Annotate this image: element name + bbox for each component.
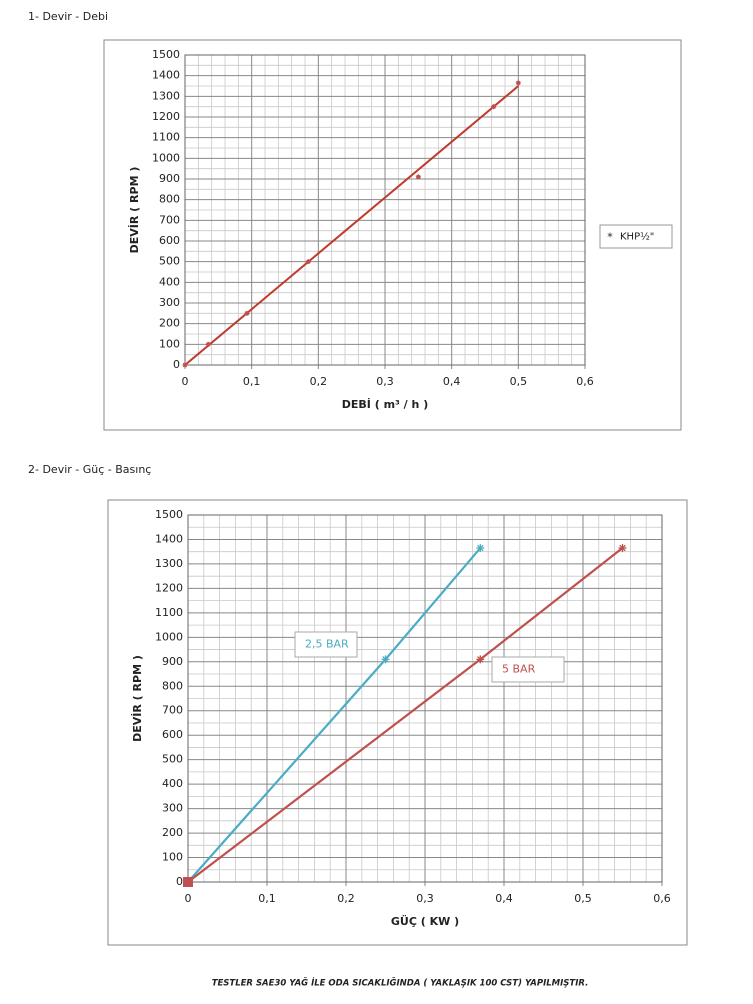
y-tick-label: 900: [162, 655, 183, 668]
point: [491, 104, 497, 110]
point: [205, 341, 211, 347]
y-tick-label: 100: [159, 337, 180, 350]
legend-box: [599, 224, 673, 249]
x-tick-label: 0,1: [258, 892, 276, 905]
x-axis-title: GÜÇ ( KW ): [391, 914, 459, 928]
point: [515, 80, 521, 86]
x-tick-label: 0,2: [310, 375, 328, 388]
y-tick-label: 300: [162, 802, 183, 815]
point: [381, 655, 390, 664]
x-tick-label: 0,3: [376, 375, 394, 388]
footer-note: TESTLER SAE30 YAĞ İLE ODA SICAKLIĞINDA (…: [212, 977, 589, 989]
y-tick-label: 800: [162, 679, 183, 692]
section-heading: 1- Devir - Debi: [28, 10, 108, 23]
point: [182, 362, 188, 368]
series-label-box: [294, 631, 358, 658]
point: [476, 655, 485, 664]
x-tick-label: 0,3: [416, 892, 434, 905]
y-tick-label: 600: [162, 728, 183, 741]
x-axis-title: DEBİ ( m³ / h ): [342, 397, 428, 411]
y-tick-label: 1300: [152, 89, 180, 102]
x-tick-label: 0,6: [576, 375, 594, 388]
y-tick-label: 600: [159, 234, 180, 247]
y-tick-label: 900: [159, 172, 180, 185]
y-tick-label: 500: [159, 255, 180, 268]
origin-marker: [183, 877, 193, 887]
legend-label: KHP½": [620, 231, 654, 243]
y-tick-label: 1200: [152, 110, 180, 123]
y-tick-label: 1500: [155, 508, 183, 521]
legend-marker: *: [607, 231, 613, 244]
y-tick-label: 400: [162, 777, 183, 790]
point: [415, 174, 421, 180]
y-tick-label: 700: [162, 704, 183, 717]
x-tick-label: 0,5: [510, 375, 528, 388]
x-tick-label: 0,4: [443, 375, 461, 388]
y-tick-label: 0: [173, 358, 180, 371]
section-heading: 2- Devir - Güç - Basınç: [28, 463, 151, 476]
series-label: 5 BAR: [502, 663, 536, 676]
y-tick-label: 0: [176, 875, 183, 888]
x-tick-label: 0: [182, 375, 189, 388]
y-tick-label: 1400: [152, 69, 180, 82]
chart-frame: [103, 39, 682, 431]
y-tick-label: 1000: [155, 630, 183, 643]
plot-border: [184, 54, 586, 366]
y-tick-label: 200: [162, 826, 183, 839]
y-tick-label: 1400: [155, 532, 183, 545]
plot-border: [187, 514, 663, 883]
x-tick-label: 0,4: [495, 892, 513, 905]
x-tick-label: 0,6: [653, 892, 671, 905]
trendline: [184, 85, 519, 366]
x-tick-label: 0,5: [574, 892, 592, 905]
y-tick-label: 800: [159, 193, 180, 206]
y-tick-label: 300: [159, 296, 180, 309]
y-tick-label: 1300: [155, 557, 183, 570]
series-label: 2,5 BAR: [305, 638, 349, 651]
y-tick-label: 500: [162, 753, 183, 766]
y-tick-label: 1200: [155, 581, 183, 594]
y-tick-label: 100: [162, 851, 183, 864]
y-tick-label: 1100: [152, 131, 180, 144]
y-tick-label: 1500: [152, 48, 180, 61]
point: [305, 259, 311, 265]
y-axis-title: DEVİR ( RPM ): [130, 655, 144, 742]
point: [618, 544, 627, 553]
y-tick-label: 1000: [152, 151, 180, 164]
x-tick-label: 0,1: [243, 375, 261, 388]
point: [476, 544, 485, 553]
y-tick-label: 700: [159, 213, 180, 226]
y-tick-label: 1100: [155, 606, 183, 619]
y-tick-label: 400: [159, 275, 180, 288]
y-axis-title: DEVİR ( RPM ): [127, 167, 141, 254]
x-tick-label: 0,2: [337, 892, 355, 905]
x-tick-label: 0: [185, 892, 192, 905]
point: [244, 310, 250, 316]
y-tick-label: 200: [159, 317, 180, 330]
series-label-box: [491, 656, 565, 683]
